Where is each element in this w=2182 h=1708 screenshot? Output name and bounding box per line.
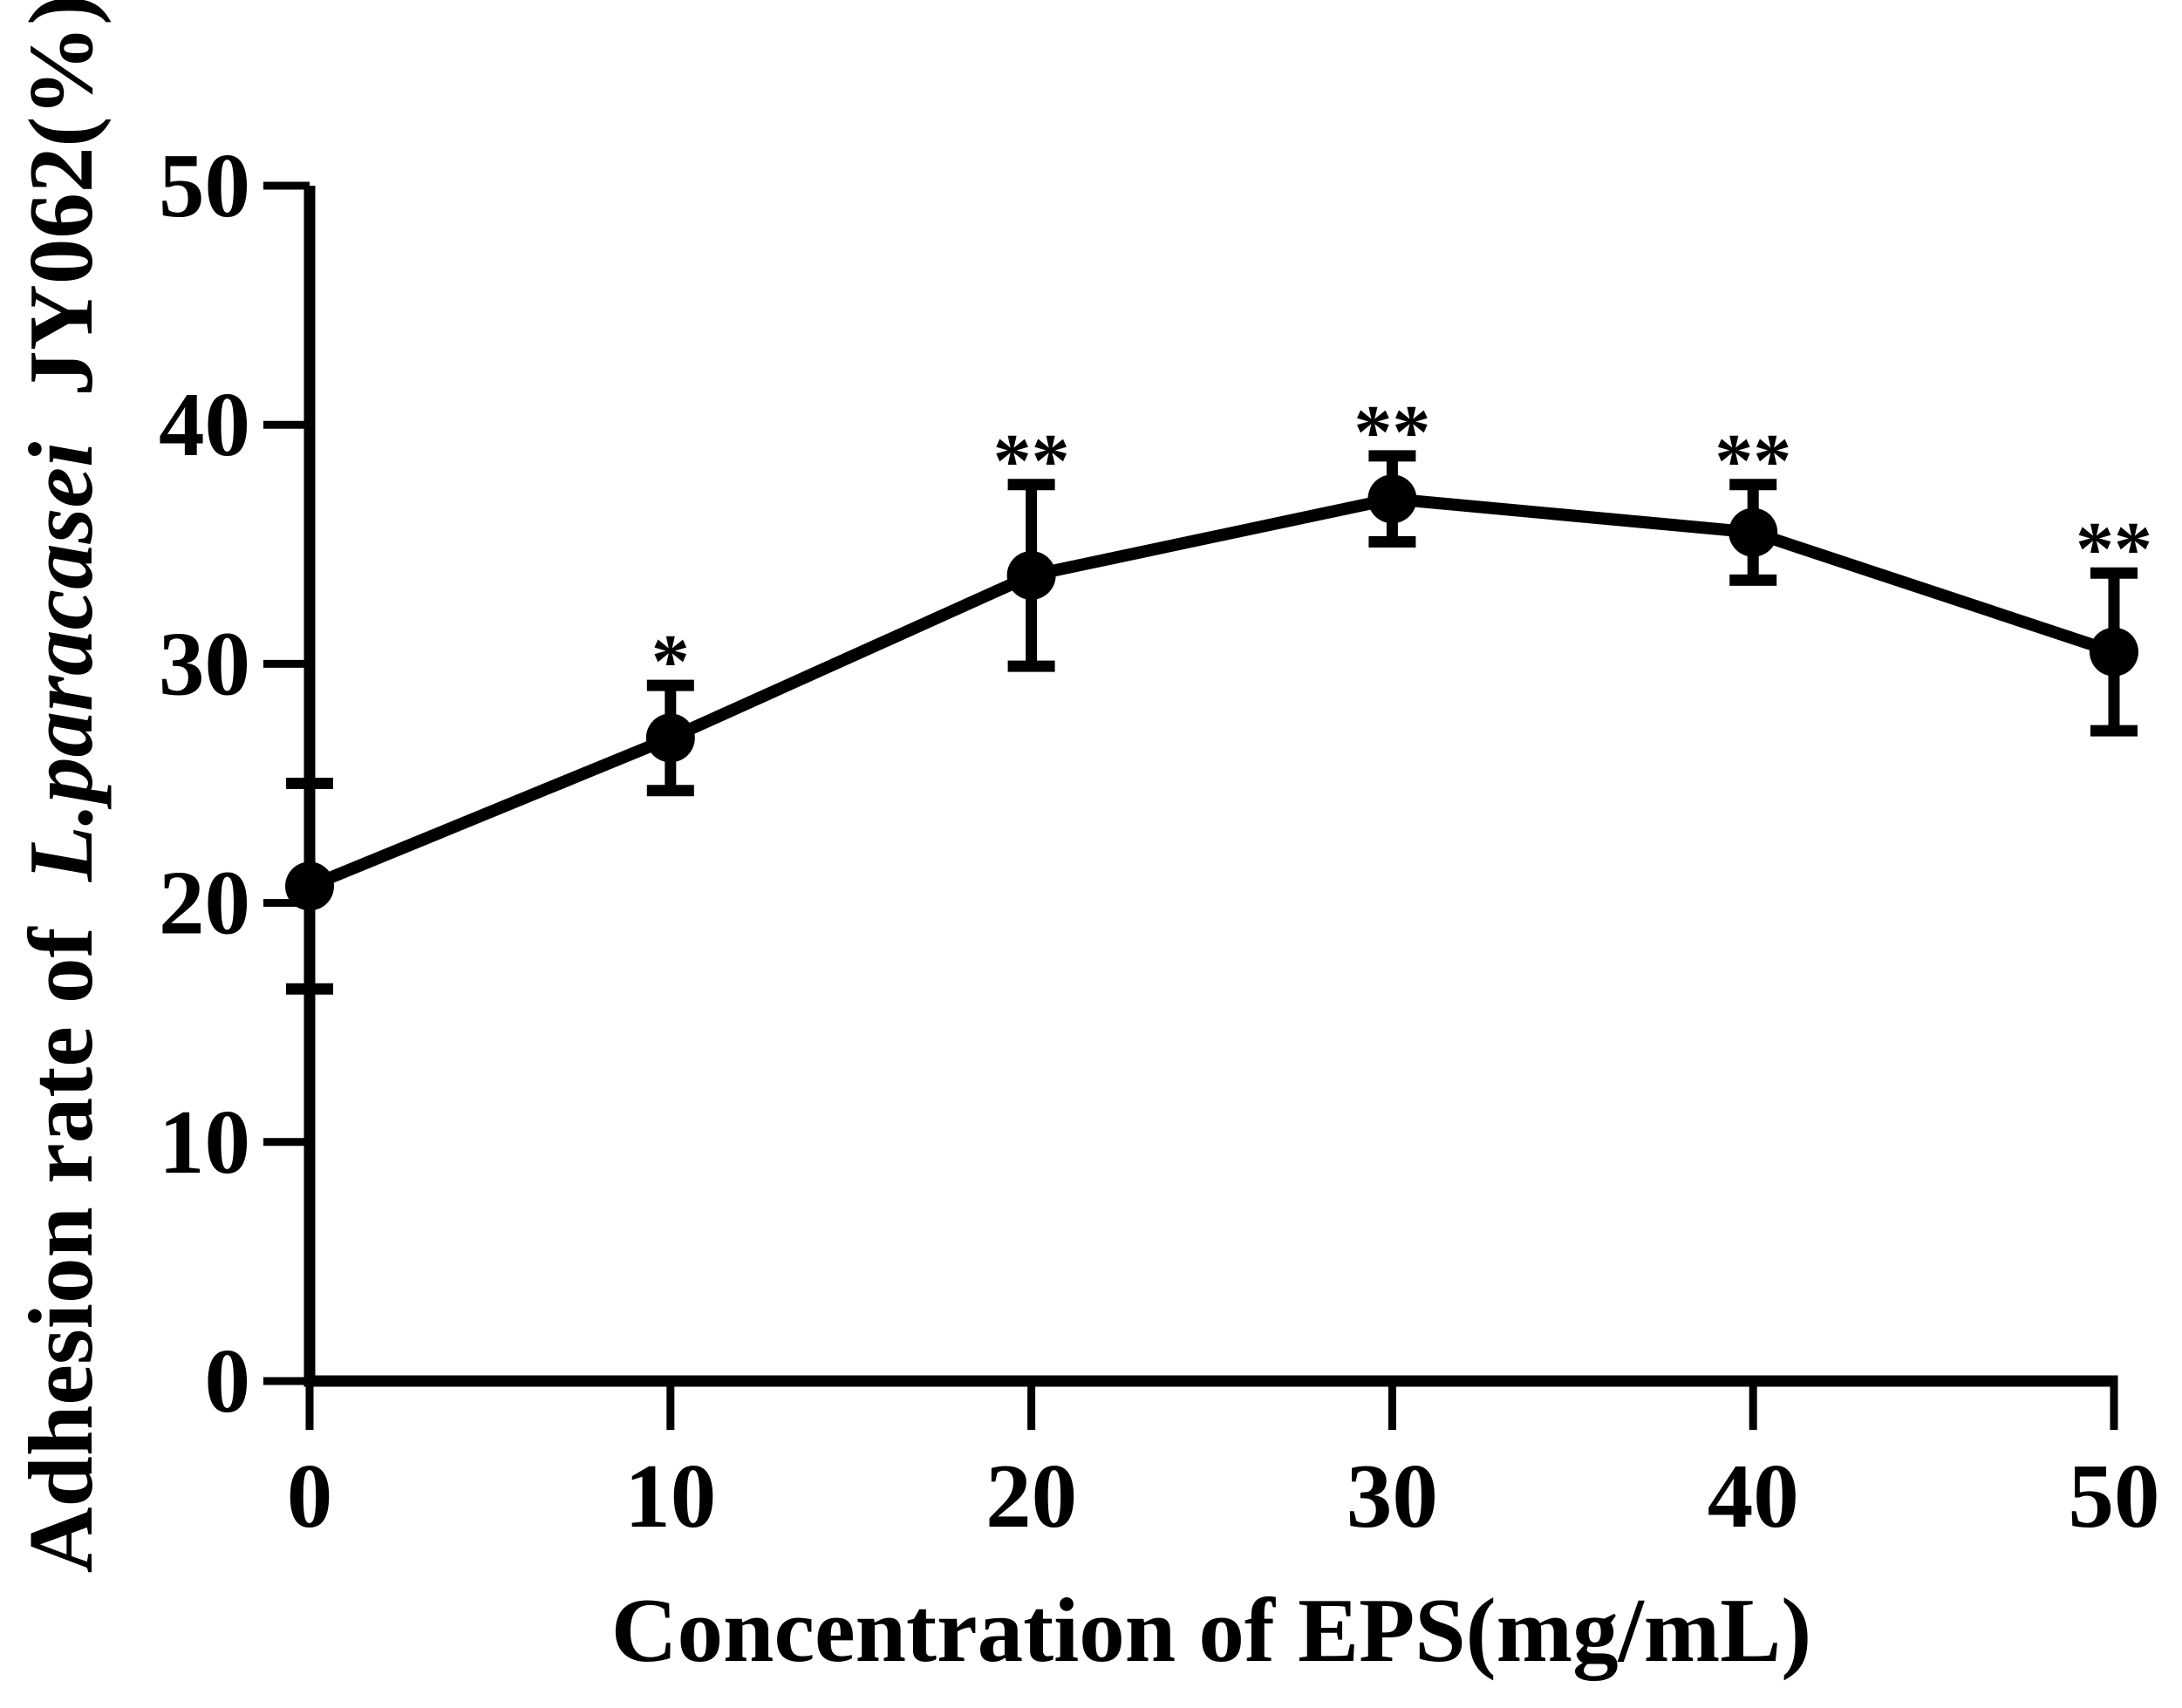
x-tick-label: 10 xyxy=(624,1445,716,1547)
y-tick-label: 50 xyxy=(159,134,250,236)
data-point-marker xyxy=(1367,474,1417,524)
data-point-marker xyxy=(285,861,334,911)
significance-label: * xyxy=(651,620,690,704)
y-axis-tick-labels: 0 10 20 30 40 50 xyxy=(159,134,250,1432)
x-tick-label: 50 xyxy=(2069,1445,2160,1547)
data-point-marker xyxy=(1006,550,1056,600)
y-tick-label: 30 xyxy=(159,612,250,714)
significance-labels: *** ** **** xyxy=(651,391,2152,704)
significance-label: ** xyxy=(2076,507,2152,592)
significance-label: ** xyxy=(1354,391,1430,475)
data-point-marker xyxy=(2090,627,2138,677)
data-series-line xyxy=(307,493,2117,892)
y-tick-label: 20 xyxy=(159,852,250,954)
y-axis-title-species: L.paracasei xyxy=(10,442,112,883)
y-axis-title-suffix: JY062(%) xyxy=(10,0,112,396)
x-axis-ticks xyxy=(305,1381,2118,1430)
y-axis-ticks xyxy=(263,181,310,1385)
series-polyline xyxy=(307,493,2117,892)
data-point-markers xyxy=(285,474,2138,911)
y-tick-label: 40 xyxy=(159,373,250,475)
significance-label: ** xyxy=(993,419,1070,504)
y-axis-title: Adhesion rate of L.paracasei JY062(%) xyxy=(10,0,112,1573)
x-tick-label: 30 xyxy=(1347,1445,1438,1547)
x-tick-label: 20 xyxy=(985,1445,1077,1547)
data-point-marker xyxy=(1729,507,1778,557)
axes xyxy=(303,186,2118,1387)
y-tick-label: 10 xyxy=(159,1091,250,1193)
y-tick-label: 0 xyxy=(205,1330,251,1432)
x-tick-label: 40 xyxy=(1708,1445,1799,1547)
x-tick-label: 0 xyxy=(287,1445,333,1547)
significance-label: ** xyxy=(1715,419,1791,504)
y-axis-title-prefix: Adhesion rate of xyxy=(10,926,112,1573)
data-point-marker xyxy=(645,713,695,763)
x-axis-tick-labels: 0 10 20 30 40 50 xyxy=(287,1445,2160,1547)
x-axis-title: Concentration of EPS(mg/mL) xyxy=(611,1579,1812,1681)
